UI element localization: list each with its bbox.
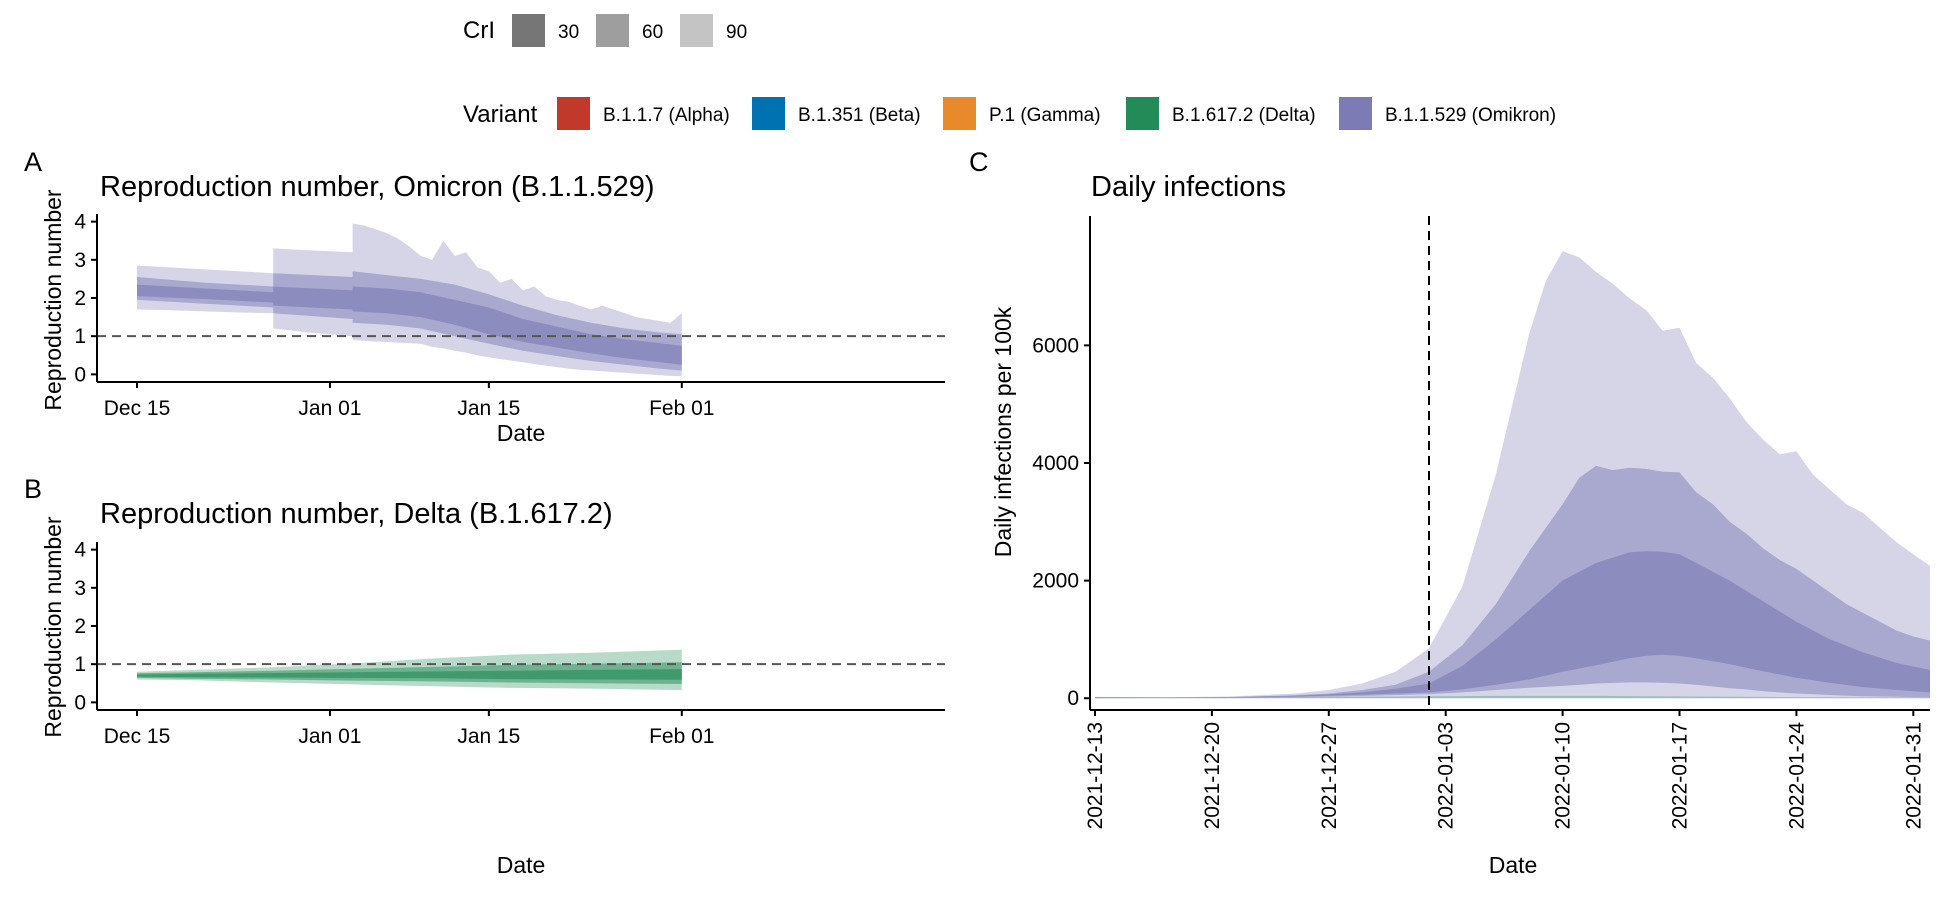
panel-b-ylabel: Reproduction number (40, 516, 66, 738)
panel-c-xtick-label-0: 2021-12-13 (1084, 722, 1107, 829)
panel-a-ytick-label-0: 0 (74, 363, 86, 386)
panel-c-ytick-label-2000: 2000 (1032, 570, 1079, 593)
panel-b-plot: 0 1 2 3 4 Dec 15 Jan 01 Jan 15 Feb 01 (74, 539, 945, 748)
panel-b-ytick-label-4: 4 (74, 539, 86, 562)
panel-c-xtick-label-5: 2022-01-17 (1669, 722, 1692, 829)
legend-variant-label-0: B.1.1.7 (Alpha) (603, 105, 730, 126)
legend-variant-swatch-0 (557, 97, 590, 130)
legend-crl-swatch-90 (680, 14, 713, 47)
legend-crl-label-90: 90 (726, 22, 747, 43)
panel-a-ytick-label-1: 1 (74, 325, 86, 348)
legend-variant-label-2: P.1 (Gamma) (989, 105, 1101, 126)
panel-b-ytick-label-0: 0 (74, 691, 86, 714)
panel-b-ytick-label-1: 1 (74, 653, 86, 676)
legend-crl-label-60: 60 (642, 22, 663, 43)
panel-c-ytick-label-6000: 6000 (1032, 334, 1079, 357)
panel-a-ytick-label-4: 4 (74, 211, 86, 234)
panel-c-delta-band (1095, 695, 1930, 699)
panel-c-xtick-label-7: 2022-01-31 (1902, 722, 1925, 829)
panel-c-ylabel: Daily infections per 100k (990, 306, 1016, 557)
panel-a-ytick-label-2: 2 (74, 287, 86, 310)
legend-crl-swatch-60 (596, 14, 629, 47)
panel-a-title: Reproduction number, Omicron (B.1.1.529) (100, 171, 655, 203)
panel-a-xlabel: Date (497, 420, 546, 446)
panel-c-xtick-label-1: 2021-12-20 (1201, 722, 1224, 829)
panel-c-band-crl-30 (1095, 551, 1930, 698)
panel-b-band-crl-30 (137, 669, 682, 680)
panel-a-band-crl-30 (137, 284, 682, 365)
panel-b-xtick-label-0: Dec 15 (104, 725, 171, 748)
legend-variant: Variant B.1.1.7 (Alpha) B.1.351 (Beta) P.1… (463, 97, 1556, 130)
panel-c-title: Daily infections (1091, 171, 1286, 203)
panel-a-ytick-label-3: 3 (74, 249, 86, 272)
panel-a-ylabel: Reproduction number (40, 189, 66, 411)
panel-b-xtick-label-2: Jan 15 (457, 725, 520, 748)
panel-a-xtick-label-3: Feb 01 (649, 397, 714, 420)
legend-variant-label-1: B.1.351 (Beta) (798, 105, 921, 126)
panel-b-xtick-label-1: Jan 01 (298, 725, 361, 748)
legend-crl-swatch-30 (512, 14, 545, 47)
panel-b-ytick-label-2: 2 (74, 615, 86, 638)
panel-c-ytick-label-4000: 4000 (1032, 452, 1079, 475)
panel-b-xtick-label-3: Feb 01 (649, 725, 714, 748)
panel-c-xtick-label-4: 2022-01-10 (1552, 722, 1575, 829)
panel-c-xlabel: Date (1489, 852, 1538, 878)
legend-variant-swatch-4 (1339, 97, 1372, 130)
panel-a-xtick-label-0: Dec 15 (104, 397, 171, 420)
panel-c-plot: 0 2000 4000 6000 2021-12-13 2021-12-20 2021-12… (1032, 216, 1930, 829)
panel-b-bottom-xlabel: Date (497, 852, 546, 878)
legend-crl: CrI 30 60 90 (463, 14, 747, 47)
panel-c: C Daily infections 0 2000 4000 6000 2021-12-… (969, 147, 1930, 878)
panel-a: A Reproduction number, Omicron (B.1.1.52… (24, 147, 945, 446)
panel-a-plot: 0 1 2 3 4 Dec 15 Jan 01 Jan 15 Feb 01 (74, 211, 945, 420)
legend-variant-label-3: B.1.617.2 (Delta) (1172, 105, 1316, 126)
legend-variant-title: Variant (463, 101, 538, 128)
legend-variant-swatch-3 (1126, 97, 1159, 130)
panel-a-xtick-label-1: Jan 01 (298, 397, 361, 420)
panel-b-ytick-label-3: 3 (74, 577, 86, 600)
panel-a-xtick-label-2: Jan 15 (457, 397, 520, 420)
legend-crl-title: CrI (463, 17, 495, 44)
panel-c-ytick-label-0: 0 (1067, 687, 1079, 710)
panel-c-xtick-label-2: 2021-12-27 (1318, 722, 1341, 829)
panel-c-xtick-label-3: 2022-01-03 (1435, 722, 1458, 829)
legend-crl-label-30: 30 (558, 22, 579, 43)
panel-c-xtick-label-6: 2022-01-24 (1785, 722, 1808, 830)
legend-variant-swatch-2 (943, 97, 976, 130)
panel-b: B Reproduction number, Delta (B.1.617.2)… (24, 474, 945, 878)
panel-b-title: Reproduction number, Delta (B.1.617.2) (100, 498, 613, 530)
legend-variant-swatch-1 (752, 97, 785, 130)
panel-c-tag: C (969, 147, 989, 177)
panel-b-tag: B (24, 474, 42, 504)
panel-a-tag: A (24, 147, 42, 177)
legend-variant-label-4: B.1.1.529 (Omikron) (1385, 105, 1556, 126)
